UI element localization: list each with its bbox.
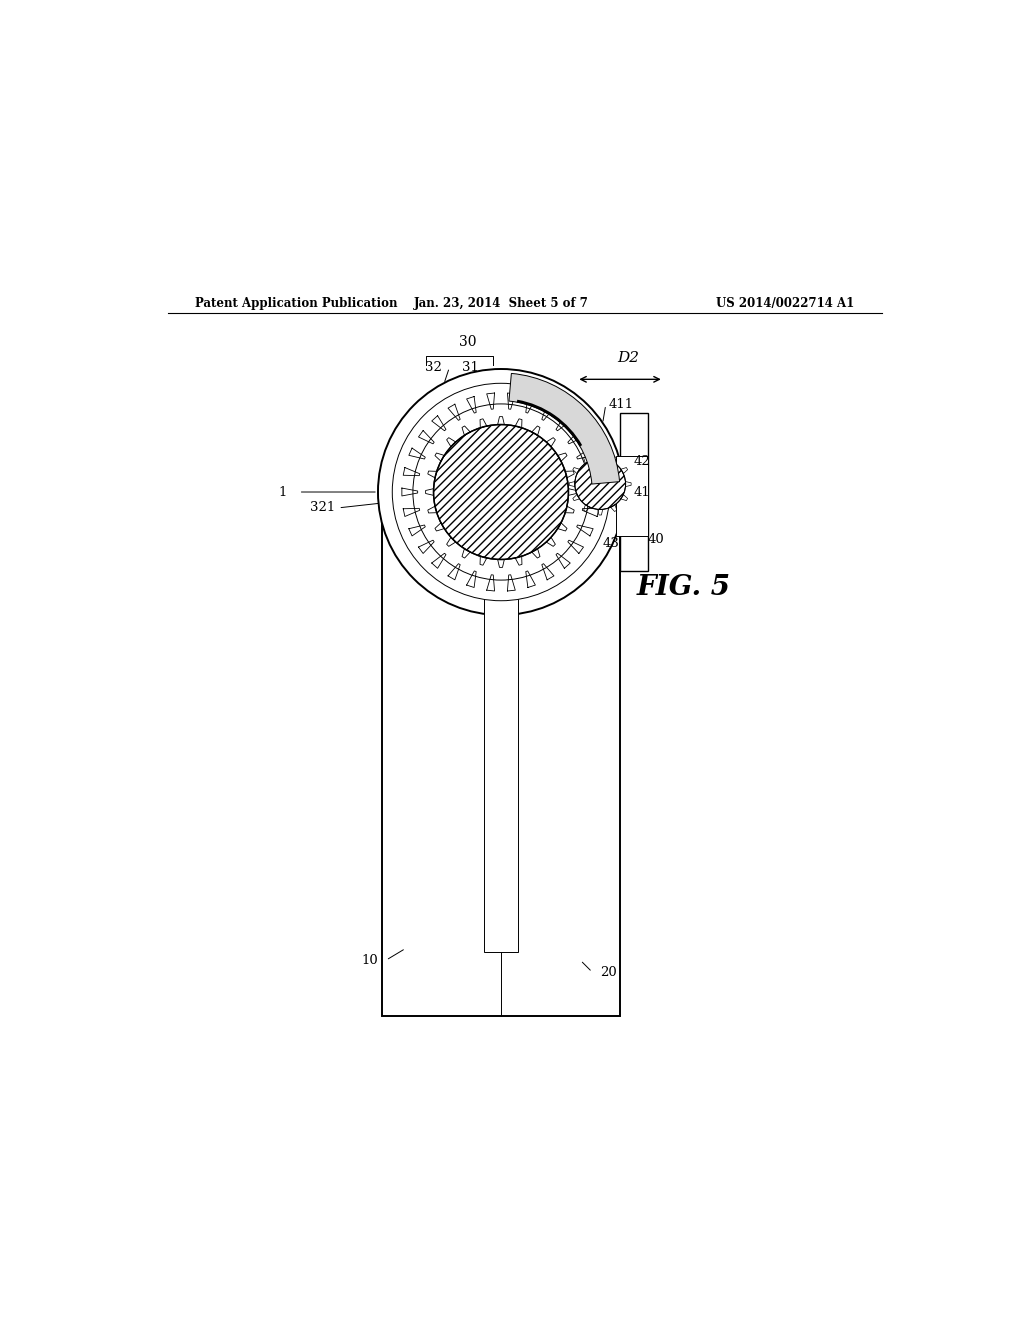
Text: 43: 43 (602, 537, 618, 550)
Text: 42: 42 (634, 455, 650, 469)
Text: 411: 411 (609, 399, 634, 412)
Text: US 2014/0022714 A1: US 2014/0022714 A1 (716, 297, 854, 310)
Text: D2: D2 (617, 351, 639, 366)
Text: 1: 1 (279, 486, 287, 499)
Bar (616, 457, 648, 536)
Text: 30: 30 (459, 335, 476, 350)
Circle shape (433, 425, 568, 560)
Bar (501, 524, 620, 1016)
Text: 41: 41 (634, 486, 650, 499)
Bar (620, 413, 648, 572)
Text: Jan. 23, 2014  Sheet 5 of 7: Jan. 23, 2014 Sheet 5 of 7 (414, 297, 589, 310)
Text: 321: 321 (310, 502, 335, 515)
Circle shape (574, 458, 626, 510)
Text: FIG. 5: FIG. 5 (637, 574, 730, 601)
Text: 40: 40 (647, 533, 665, 546)
Bar (474, 552, 528, 572)
Bar (382, 524, 620, 1016)
Circle shape (392, 383, 609, 601)
Text: 32: 32 (425, 360, 442, 374)
Circle shape (378, 370, 624, 615)
Circle shape (413, 404, 589, 579)
Bar (483, 556, 518, 952)
Text: 31: 31 (463, 360, 479, 374)
Circle shape (433, 425, 568, 560)
Wedge shape (509, 374, 620, 484)
Text: 20: 20 (600, 966, 616, 978)
Bar (382, 524, 501, 1016)
Text: Patent Application Publication: Patent Application Publication (196, 297, 398, 310)
Text: 10: 10 (361, 954, 379, 966)
Circle shape (574, 458, 626, 510)
